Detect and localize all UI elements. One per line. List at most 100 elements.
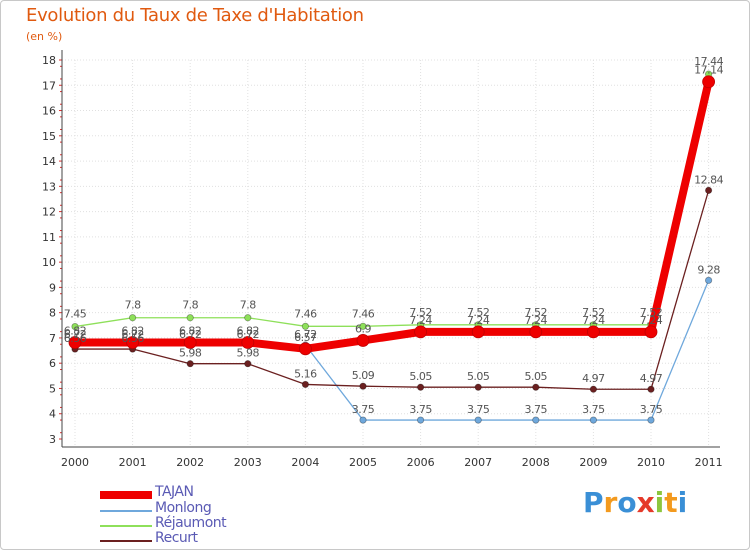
- data-label-monlong: 6.72: [294, 328, 317, 341]
- data-label-recurt: 5.09: [352, 369, 375, 382]
- x-tick-label: 2008: [522, 456, 550, 469]
- data-point-monlong: [474, 416, 482, 424]
- data-label-monlong: 3.75: [582, 403, 605, 416]
- data-point-recurt: [474, 383, 482, 391]
- data-label-tajan: 6.82: [179, 324, 202, 337]
- chart-title: Evolution du Taux de Taxe d'Habitation: [26, 5, 364, 26]
- y-tick-label: 11: [42, 231, 56, 244]
- data-label-tajan: 7.24: [640, 314, 663, 327]
- legend-swatch-recurt: [100, 540, 152, 542]
- y-tick-label: 14: [42, 155, 56, 168]
- axes: 3 4 5 6 7 8 9 10 11 12 13 14 15 16 17 18 2000 2001 2002 200…: [42, 50, 723, 469]
- data-point-rjaumont: [244, 314, 252, 322]
- data-label-monlong: 6.72: [237, 328, 260, 341]
- x-tick-label: 2004: [291, 456, 319, 469]
- data-point-rjaumont: [186, 314, 194, 322]
- logo-letter: r: [603, 486, 618, 519]
- data-label-rjaumont: 7.45: [64, 308, 87, 321]
- y-tick-label: 4: [49, 408, 56, 421]
- series-line-rjaumont: [74, 73, 710, 328]
- data-label-rjaumont: 17.44: [694, 55, 723, 68]
- data-point-tajan: [68, 336, 82, 349]
- series-group: [68, 70, 715, 424]
- data-label-monlong: 3.75: [525, 403, 548, 416]
- data-point-rjaumont: [301, 322, 309, 330]
- data-point-recurt: [647, 385, 655, 393]
- data-label-rjaumont: 7.8: [125, 299, 141, 312]
- data-point-tajan: [587, 325, 600, 339]
- data-point-tajan: [471, 325, 485, 339]
- data-point-recurt: [301, 380, 309, 389]
- data-point-recurt: [532, 383, 540, 391]
- y-tick-label: 5: [49, 382, 56, 395]
- series-line-monlong: [74, 279, 710, 421]
- legend-swatch-tajan: [100, 491, 152, 499]
- data-label-recurt: 4.97: [640, 372, 663, 385]
- logo-letter: o: [617, 486, 637, 519]
- data-point-tajan: [298, 342, 312, 356]
- data-point-tajan: [183, 336, 197, 349]
- y-tick-label: 7: [49, 332, 56, 345]
- data-point-monlong: [532, 416, 540, 424]
- data-label-monlong: 6.72: [121, 328, 144, 341]
- legend-swatch-rejaumont: [100, 525, 152, 527]
- data-label-recurt: 6.56: [121, 332, 144, 345]
- data-label-tajan: 7.24: [582, 314, 605, 327]
- data-label-monlong: 6.72: [64, 328, 87, 341]
- data-label-monlong: 9.28: [697, 263, 720, 276]
- x-tick-label: 2007: [464, 456, 492, 469]
- data-label-recurt: 5.05: [525, 370, 548, 383]
- data-label-rjaumont: 7.8: [182, 299, 198, 312]
- y-tick-label: 16: [42, 105, 56, 118]
- data-label-tajan: 6.82: [64, 324, 87, 337]
- data-label-tajan: 6.82: [121, 324, 144, 337]
- logo-letter: i: [677, 486, 688, 519]
- data-label-monlong: 3.75: [409, 403, 432, 416]
- data-point-rjaumont: [359, 322, 367, 330]
- data-label-monlong: 3.75: [640, 403, 663, 416]
- data-point-recurt: [416, 383, 425, 391]
- data-label-recurt: 4.97: [582, 372, 605, 385]
- x-tick-label: 2011: [695, 456, 723, 469]
- data-label-tajan: 6.82: [237, 324, 260, 337]
- x-tick-label: 2000: [61, 456, 89, 469]
- y-tick-label: 9: [49, 281, 56, 294]
- proxiti-logo[interactable]: Proxiti: [583, 486, 687, 519]
- legend-label-rejaumont: Réjaumont: [155, 515, 227, 531]
- data-label-recurt: 5.98: [179, 347, 202, 360]
- data-point-rjaumont: [71, 322, 79, 331]
- data-label-recurt: 5.05: [467, 370, 490, 383]
- data-label-tajan: 7.24: [409, 314, 432, 327]
- data-point-tajan: [702, 75, 715, 89]
- data-label-recurt: 5.05: [409, 370, 432, 383]
- data-point-monlong: [704, 276, 713, 284]
- x-tick-label: 2001: [119, 456, 147, 469]
- data-point-tajan: [414, 325, 428, 339]
- data-label-tajan: 7.24: [467, 314, 490, 327]
- y-tick-label: 12: [42, 206, 56, 219]
- data-label-monlong: 3.75: [467, 403, 490, 416]
- series-line-recurt: [74, 189, 710, 390]
- y-tick-label: 3: [49, 433, 56, 446]
- x-tick-label: 2006: [407, 456, 435, 469]
- data-point-tajan: [126, 336, 140, 349]
- data-point-rjaumont: [129, 314, 137, 322]
- logo-letter: P: [583, 486, 604, 519]
- y-tick-label: 18: [42, 54, 56, 67]
- data-label-tajan: 6.57: [294, 331, 317, 344]
- data-label-rjaumont: 7.52: [409, 306, 432, 319]
- logo-letter: x: [636, 486, 655, 519]
- data-label-rjaumont: 7.8: [240, 299, 256, 312]
- data-point-recurt: [244, 360, 252, 368]
- data-label-rjaumont: 7.52: [467, 306, 490, 319]
- data-labels: 7.45 7.8 7.8 7.8 7.46 7.46 7.52 7.52 7.52 7.52 7.5…: [64, 55, 724, 416]
- data-label-rjaumont: 7.52: [525, 306, 548, 319]
- logo-letter: t: [664, 486, 678, 519]
- legend-label-tajan: TAJAN: [155, 484, 194, 500]
- data-label-rjaumont: 7.46: [294, 307, 317, 320]
- y-tick-label: 6: [49, 357, 56, 370]
- y-tick-label: 13: [42, 180, 56, 193]
- legend-swatch-monlong: [100, 510, 152, 512]
- y-tick-label: 17: [42, 79, 56, 92]
